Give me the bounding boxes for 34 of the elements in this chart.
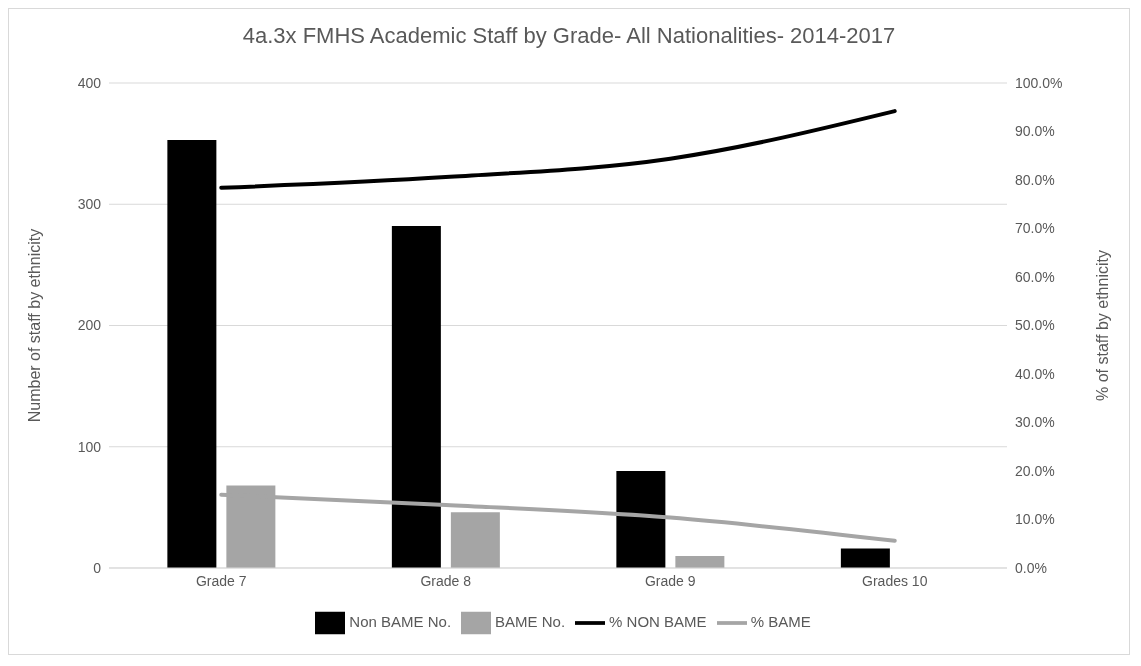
x-tick-label: Grade 8 [420,572,472,589]
legend-label: % NON BAME [609,612,707,630]
y2-tick-label: 60.0% [1015,268,1055,285]
y2-tick-label: 40.0% [1015,365,1055,382]
x-tick-label: Grade 9 [644,572,696,589]
bar [391,226,441,568]
bar [450,512,500,568]
line-series [219,109,897,190]
y-tick-label: 0 [93,559,102,576]
y2-tick-label: 30.0% [1015,414,1055,431]
y2-tick-label: 0.0% [1015,559,1047,576]
y-tick-label: 300 [77,196,102,213]
y-axis-title: Number of staff by ethnicity [25,228,43,423]
y-tick-label: 200 [77,317,102,334]
legend-label: Non BAME No. [349,612,452,630]
y-tick-label: 100 [77,438,102,455]
y2-axis-title: % of staff by ethnicity [1093,250,1111,401]
bar [675,555,725,568]
y-tick-label: 400 [77,74,102,91]
y2-tick-label: 10.0% [1015,511,1055,528]
y2-tick-label: 80.0% [1015,171,1055,188]
y2-tick-label: 70.0% [1015,220,1055,237]
legend-label: % BAME [750,612,811,630]
x-tick-label: Grades 10 [862,572,928,589]
y2-tick-label: 100.0% [1015,74,1063,91]
bar [840,548,890,568]
y2-tick-label: 50.0% [1015,317,1055,334]
bar [616,471,666,568]
x-tick-label: Grade 7 [195,572,247,589]
legend-label: BAME No. [495,612,566,630]
y2-tick-label: 20.0% [1015,462,1055,479]
bar [167,139,217,568]
chart-title: 4a.3x FMHS Academic Staff by Grade- All Nationalities- 2014-2017 [241,23,897,50]
y2-tick-label: 90.0% [1015,123,1055,140]
